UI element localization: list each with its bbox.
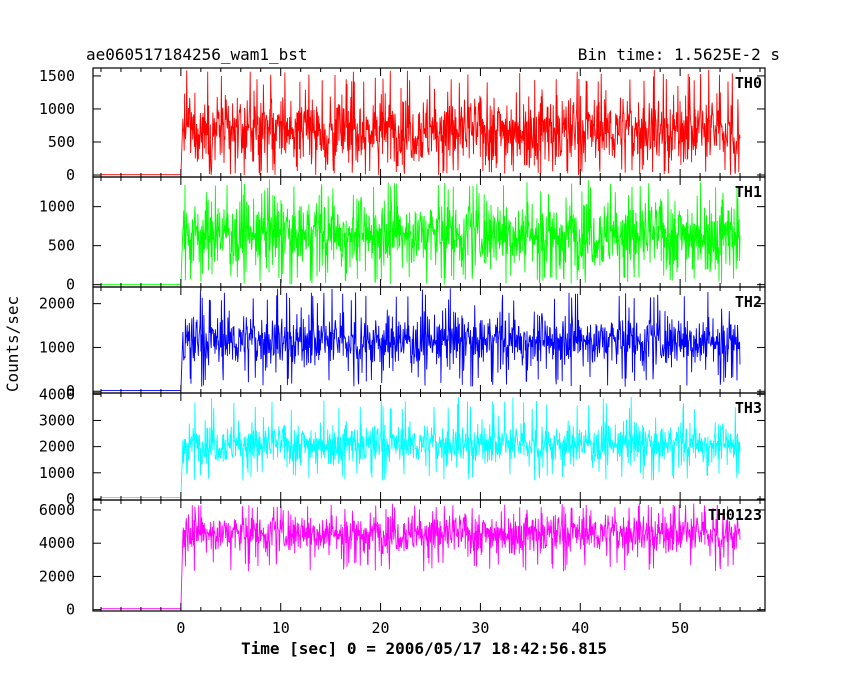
x-tick-label-30: 30 [471, 619, 489, 637]
y-tick-label-th1-0: 0 [66, 276, 75, 294]
y-tick-label-th1-500: 500 [48, 237, 75, 255]
y-tick-label-th2-0: 0 [66, 382, 75, 400]
y-axis-label: Counts/sec [3, 296, 22, 392]
y-tick-label-th2-2000: 2000 [39, 295, 75, 313]
y-tick-label-th0-500: 500 [48, 133, 75, 151]
x-tick-label-20: 20 [372, 619, 390, 637]
panel-th2: 0 1000 2000 TH2 [39, 286, 766, 400]
chart-title: ae060517184256_wam1_bst [86, 45, 308, 64]
y-tick-label-th3-1000: 1000 [39, 464, 75, 482]
panel-th3: 0 1000 2000 3000 4000 TH3 [39, 385, 766, 508]
y-tick-label-th0-1500: 1500 [39, 67, 75, 85]
series-line-th2 [101, 288, 741, 391]
y-tick-label-th0-1000: 1000 [39, 100, 75, 118]
x-tick-label-10: 10 [272, 619, 290, 637]
panel-tag-th3: TH3 [735, 399, 762, 417]
x-tick-label-50: 50 [671, 619, 689, 637]
y-tick-label-th0123-0: 0 [66, 601, 75, 619]
series-line-th1 [101, 179, 741, 285]
y-tick-label-th3-2000: 2000 [39, 438, 75, 456]
panel-tag-th0: TH0 [735, 74, 762, 92]
x-tick-label-40: 40 [571, 619, 589, 637]
y-tick-label-th3-0: 0 [66, 490, 75, 508]
y-tick-label-th3-3000: 3000 [39, 411, 75, 429]
y-tick-label-th0-0: 0 [66, 166, 75, 184]
panel-th0123: 0 2000 4000 6000 TH0123 [39, 499, 766, 619]
y-tick-label-th0123-2000: 2000 [39, 567, 75, 585]
y-tick-label-th0123-6000: 6000 [39, 501, 75, 519]
y-tick-label-th3-4000: 4000 [39, 385, 75, 403]
panel-frame-th0123 [92, 499, 766, 612]
panel-th0: 0 500 1000 1500 TH0 [39, 67, 766, 184]
y-tick-label-th1-1000: 1000 [39, 198, 75, 216]
panel-tag-th0123: TH0123 [708, 506, 762, 524]
series-line-th0 [101, 69, 741, 176]
x-tick-label-0: 0 [176, 619, 185, 637]
y-tick-label-th0123-4000: 4000 [39, 534, 75, 552]
bin-time-label: Bin time: 1.5625E-2 s [578, 45, 780, 64]
panel-th1: 0 500 1000 TH1 [39, 176, 766, 294]
panel-tag-th2: TH2 [735, 293, 762, 311]
x-axis-label: Time [sec] 0 = 2006/05/17 18:42:56.815 [241, 639, 607, 658]
series-line-th0123 [101, 503, 741, 610]
series-line-th3 [101, 396, 741, 499]
y-tick-label-th2-1000: 1000 [39, 338, 75, 356]
panel-tag-th1: TH1 [735, 183, 762, 201]
x-tick-labels: 0 10 20 30 40 50 [176, 619, 689, 637]
